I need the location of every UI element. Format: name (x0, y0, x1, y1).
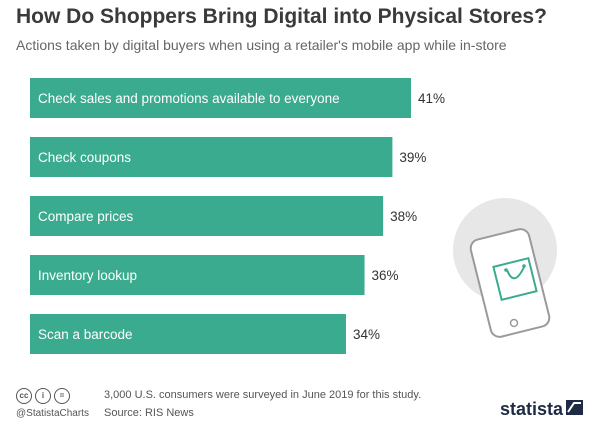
statista-logo[interactable]: statista (500, 399, 564, 419)
category-label-1: Check sales and promotions available to … (38, 91, 340, 106)
statista-logo-icon (566, 400, 583, 415)
chart-subtitle: Actions taken by digital buyers when usi… (16, 37, 507, 53)
statista-charts-handle[interactable]: @StatistaCharts (16, 408, 89, 419)
category-label-3: Compare prices (38, 209, 134, 224)
creative-commons-icon[interactable]: cc (16, 388, 32, 404)
smartphone-shopping-bag-icon (453, 198, 557, 338)
bar-5 (30, 314, 346, 354)
value-label-2: 39% (399, 150, 426, 165)
chart-title: How Do Shoppers Bring Digital into Physi… (16, 5, 547, 28)
category-label-4: Inventory lookup (38, 268, 137, 283)
category-label-5: Scan a barcode (38, 327, 133, 342)
bar-2 (30, 137, 393, 177)
bar-1 (30, 78, 411, 118)
value-label-5: 34% (353, 327, 380, 342)
value-label-3: 38% (390, 209, 417, 224)
bar-3 (30, 196, 384, 236)
source-note: Source: RIS News (104, 407, 194, 419)
category-label-2: Check coupons (38, 150, 131, 165)
footer: cc i = @StatistaCharts 3,000 U.S. consumer… (0, 380, 600, 428)
license-icons: cc i = (16, 388, 73, 406)
no-derivatives-icon[interactable]: = (54, 388, 70, 404)
value-label-1: 41% (418, 91, 445, 106)
attribution-icon[interactable]: i (35, 388, 51, 404)
bar-4 (30, 255, 365, 295)
survey-note: 3,000 U.S. consumers were surveyed in Ju… (104, 389, 422, 401)
value-label-4: 36% (372, 268, 399, 283)
